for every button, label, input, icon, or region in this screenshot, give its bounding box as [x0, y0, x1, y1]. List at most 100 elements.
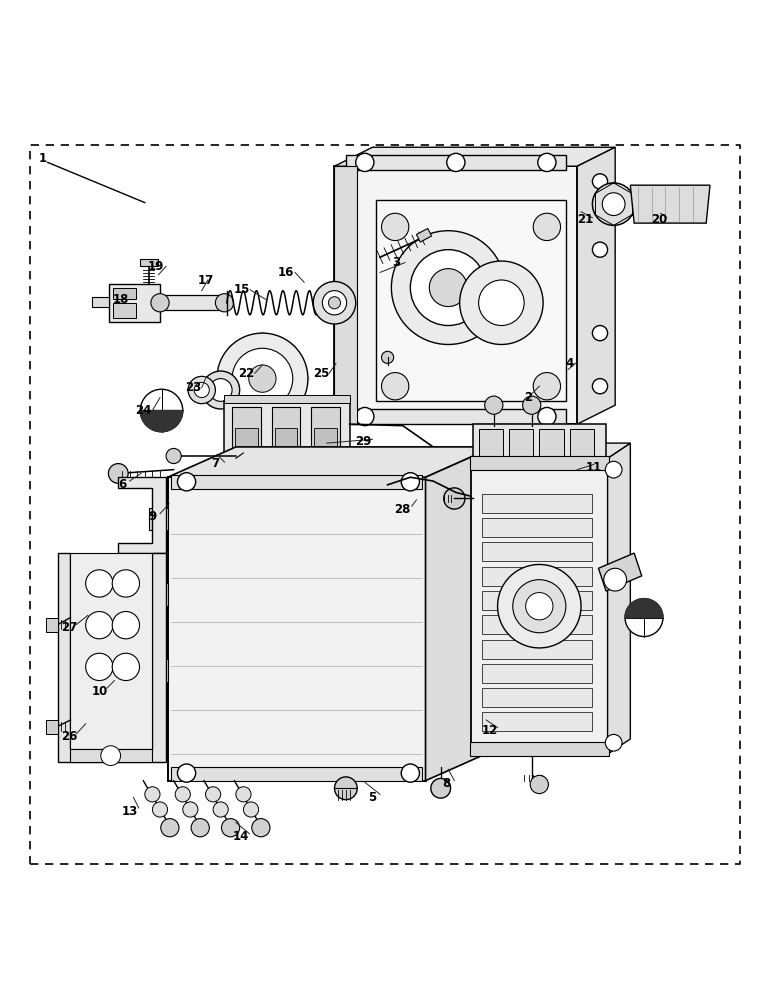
Circle shape — [322, 291, 347, 315]
Circle shape — [382, 213, 409, 241]
Circle shape — [356, 407, 374, 426]
Circle shape — [485, 396, 503, 414]
Bar — [346, 155, 566, 170]
Circle shape — [382, 351, 394, 363]
Polygon shape — [416, 228, 432, 242]
Bar — [113, 288, 136, 299]
Bar — [172, 475, 422, 489]
Circle shape — [592, 242, 607, 257]
Circle shape — [460, 261, 543, 344]
Circle shape — [674, 197, 689, 212]
Circle shape — [215, 294, 233, 312]
Circle shape — [382, 373, 409, 400]
Bar — [314, 428, 337, 447]
Circle shape — [191, 819, 209, 837]
Polygon shape — [578, 147, 615, 424]
Polygon shape — [149, 508, 168, 530]
Circle shape — [112, 612, 140, 639]
Polygon shape — [302, 364, 309, 393]
Text: 26: 26 — [61, 730, 78, 743]
Circle shape — [356, 153, 374, 172]
Circle shape — [498, 564, 581, 648]
Text: 11: 11 — [586, 461, 602, 474]
Polygon shape — [140, 259, 158, 266]
Circle shape — [538, 153, 556, 172]
Circle shape — [153, 802, 168, 817]
Circle shape — [151, 294, 169, 312]
Circle shape — [232, 348, 293, 409]
Text: 7: 7 — [211, 457, 220, 470]
Bar — [479, 429, 503, 466]
Circle shape — [177, 764, 195, 782]
Polygon shape — [426, 447, 494, 781]
Circle shape — [625, 599, 663, 637]
Circle shape — [201, 371, 239, 409]
Circle shape — [429, 269, 467, 307]
Circle shape — [444, 488, 465, 509]
Bar — [483, 494, 592, 513]
Polygon shape — [215, 364, 223, 393]
Text: 29: 29 — [355, 435, 372, 448]
Bar — [470, 742, 609, 756]
Bar — [509, 429, 534, 466]
Circle shape — [221, 819, 239, 837]
Bar — [346, 409, 566, 424]
Text: 18: 18 — [112, 293, 128, 306]
Bar — [540, 429, 564, 466]
Circle shape — [479, 280, 524, 326]
Circle shape — [534, 213, 561, 241]
Polygon shape — [224, 395, 350, 403]
Polygon shape — [334, 166, 357, 424]
Circle shape — [401, 473, 420, 491]
Polygon shape — [71, 749, 153, 762]
Circle shape — [534, 373, 561, 400]
Polygon shape — [160, 295, 224, 310]
Text: 16: 16 — [277, 266, 294, 279]
Text: 15: 15 — [234, 283, 250, 296]
Bar — [483, 664, 592, 683]
Text: 14: 14 — [233, 830, 249, 843]
Circle shape — [513, 580, 566, 633]
Polygon shape — [58, 553, 166, 762]
Polygon shape — [641, 189, 698, 219]
Polygon shape — [280, 396, 300, 416]
Circle shape — [605, 734, 622, 751]
Bar — [470, 456, 609, 470]
Polygon shape — [334, 147, 615, 166]
Circle shape — [523, 396, 541, 414]
Circle shape — [175, 787, 190, 802]
Circle shape — [334, 777, 357, 800]
Polygon shape — [225, 396, 245, 416]
Text: 2: 2 — [524, 391, 532, 404]
Polygon shape — [607, 443, 630, 754]
Circle shape — [530, 775, 549, 794]
Polygon shape — [168, 447, 494, 477]
Polygon shape — [119, 477, 166, 553]
Circle shape — [161, 819, 179, 837]
Circle shape — [86, 653, 113, 681]
Circle shape — [328, 297, 340, 309]
Polygon shape — [224, 401, 350, 454]
Polygon shape — [271, 407, 300, 451]
Circle shape — [188, 376, 215, 404]
Circle shape — [109, 464, 128, 483]
Circle shape — [605, 461, 622, 478]
Circle shape — [205, 787, 220, 802]
Circle shape — [101, 746, 121, 766]
Bar — [483, 640, 592, 659]
Bar — [235, 428, 258, 447]
Circle shape — [209, 379, 232, 401]
Circle shape — [431, 778, 451, 798]
Polygon shape — [46, 720, 59, 734]
Polygon shape — [471, 458, 607, 754]
Bar — [483, 591, 592, 610]
Circle shape — [166, 448, 181, 464]
Bar — [570, 429, 594, 466]
Circle shape — [112, 570, 140, 597]
Circle shape — [313, 282, 356, 324]
Circle shape — [252, 819, 270, 837]
Circle shape — [391, 231, 505, 344]
Bar — [483, 712, 592, 731]
Text: 19: 19 — [147, 260, 163, 273]
Text: 23: 23 — [185, 381, 201, 394]
